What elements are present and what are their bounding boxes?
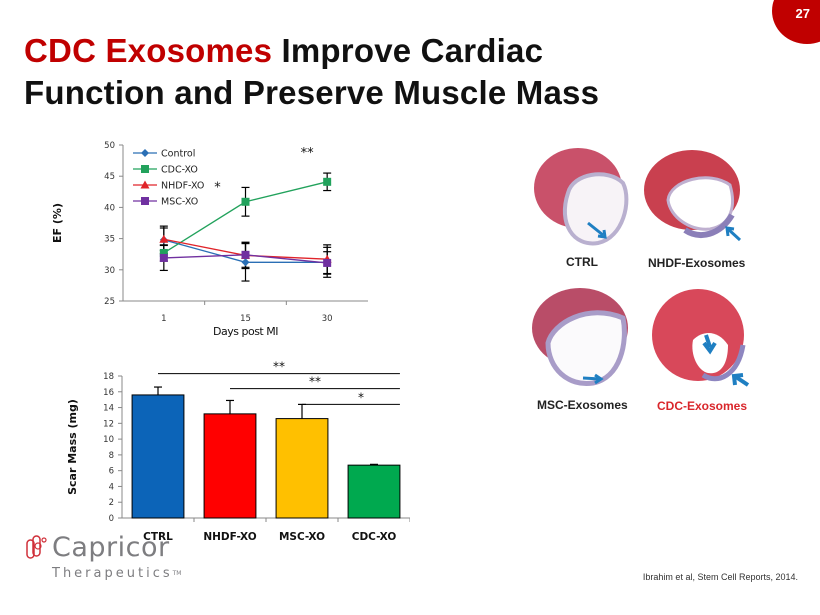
data-point-cdc-xo bbox=[323, 177, 332, 186]
y-axis-title: Scar Mass (mg) bbox=[66, 399, 79, 495]
data-point-msc-xo bbox=[323, 258, 332, 267]
bar-nhdf-xo bbox=[203, 413, 257, 519]
histology-label-ctrl: CTRL bbox=[566, 255, 598, 269]
histology-ctrl-image bbox=[534, 148, 629, 246]
x-tick-label: CDC-XO bbox=[352, 531, 397, 543]
data-point-cdc-xo bbox=[159, 248, 168, 257]
significance-marker: ** bbox=[273, 360, 285, 374]
histology-label-nhdf: NHDF-Exosomes bbox=[648, 256, 746, 270]
capricor-logo-sub: TherapeuticsTM bbox=[52, 566, 181, 581]
x-tick-label: 1 bbox=[161, 314, 166, 324]
bar-ctrl bbox=[131, 394, 185, 519]
title-line2: Function and Preserve Muscle Mass bbox=[24, 74, 600, 111]
legend-marker-cdc-xo bbox=[141, 165, 149, 173]
x-axis-title: Days post MI bbox=[213, 325, 278, 338]
y-tick-label: 40 bbox=[104, 203, 115, 213]
significance-marker: ** bbox=[301, 146, 315, 161]
slide-title: CDC Exosomes Improve Cardiac Function an… bbox=[24, 30, 599, 114]
histology-label-cdc: CDC-Exosomes bbox=[657, 399, 748, 413]
y-tick-label: 12 bbox=[103, 419, 114, 429]
y-tick-label: 45 bbox=[104, 172, 115, 182]
capricor-logo-name: Capricor bbox=[52, 532, 170, 563]
scar-mass-bar-chart: 0 2 4 6 8 10 12 14 16 18 Scar Mass (mg) CTRL NHDF-XO… bbox=[66, 360, 410, 543]
capricor-logo-mark-icon bbox=[26, 535, 47, 559]
legend-marker-nhdf-xo bbox=[140, 180, 150, 189]
x-tick-label: 15 bbox=[240, 314, 251, 324]
y-tick-label: 8 bbox=[109, 451, 114, 461]
data-point-cdc-xo bbox=[241, 197, 250, 206]
data-point-nhdf-xo bbox=[159, 234, 169, 243]
title-line1-rest: Improve Cardiac bbox=[272, 32, 544, 69]
title-accent: CDC Exosomes bbox=[24, 32, 273, 69]
y-tick-label: 18 bbox=[103, 372, 114, 382]
data-point-msc-xo bbox=[241, 250, 250, 259]
y-tick-label: 35 bbox=[104, 235, 115, 245]
histology-nhdf-image bbox=[644, 150, 742, 242]
significance-marker: * bbox=[358, 390, 364, 404]
y-tick-label: 6 bbox=[109, 467, 114, 477]
legend-label-control: Control bbox=[161, 149, 195, 160]
capricor-logo-tm: TM bbox=[172, 570, 182, 577]
bar-cdc-xo bbox=[347, 464, 401, 519]
histology-msc-image bbox=[532, 288, 628, 387]
histology-label-msc: MSC-Exosomes bbox=[537, 398, 628, 412]
y-tick-label: 14 bbox=[103, 404, 114, 414]
legend-marker-msc-xo bbox=[141, 197, 149, 205]
y-axis-title: EF (%) bbox=[51, 203, 64, 243]
y-tick-label: 2 bbox=[109, 498, 114, 508]
legend-label-nhdf-xo: NHDF-XO bbox=[161, 181, 204, 192]
legend-marker-control bbox=[141, 149, 149, 157]
histology-cdc-image bbox=[652, 289, 750, 387]
x-tick-label: 30 bbox=[322, 314, 333, 324]
citation: Ibrahim et al, Stem Cell Reports, 2014. bbox=[642, 572, 798, 582]
y-tick-label: 4 bbox=[109, 482, 114, 492]
y-tick-label: 50 bbox=[104, 141, 115, 151]
x-tick-label: MSC-XO bbox=[279, 531, 325, 543]
x-tick-label: CTRL bbox=[143, 531, 173, 543]
slide-number: 27 bbox=[795, 6, 810, 21]
capricor-logo-sub-text: Therapeutics bbox=[52, 566, 173, 581]
x-tick-label: NHDF-XO bbox=[203, 531, 256, 543]
bar-msc-xo bbox=[275, 418, 329, 519]
y-tick-label: 16 bbox=[103, 388, 114, 398]
data-point-msc-xo bbox=[159, 253, 168, 262]
significance-marker: ** bbox=[309, 375, 321, 389]
y-tick-label: 0 bbox=[109, 514, 114, 524]
y-tick-label: 25 bbox=[104, 297, 115, 307]
ef-line-chart: 25 30 35 40 45 50 1 15 30 Days post MI EF (%) Contr… bbox=[51, 141, 368, 338]
legend-label-msc-xo: MSC-XO bbox=[161, 197, 198, 208]
legend-label-cdc-xo: CDC-XO bbox=[161, 165, 198, 176]
y-tick-label: 30 bbox=[104, 266, 115, 276]
significance-marker: * bbox=[214, 180, 221, 195]
data-point-control bbox=[241, 258, 250, 267]
y-tick-label: 10 bbox=[103, 435, 114, 445]
